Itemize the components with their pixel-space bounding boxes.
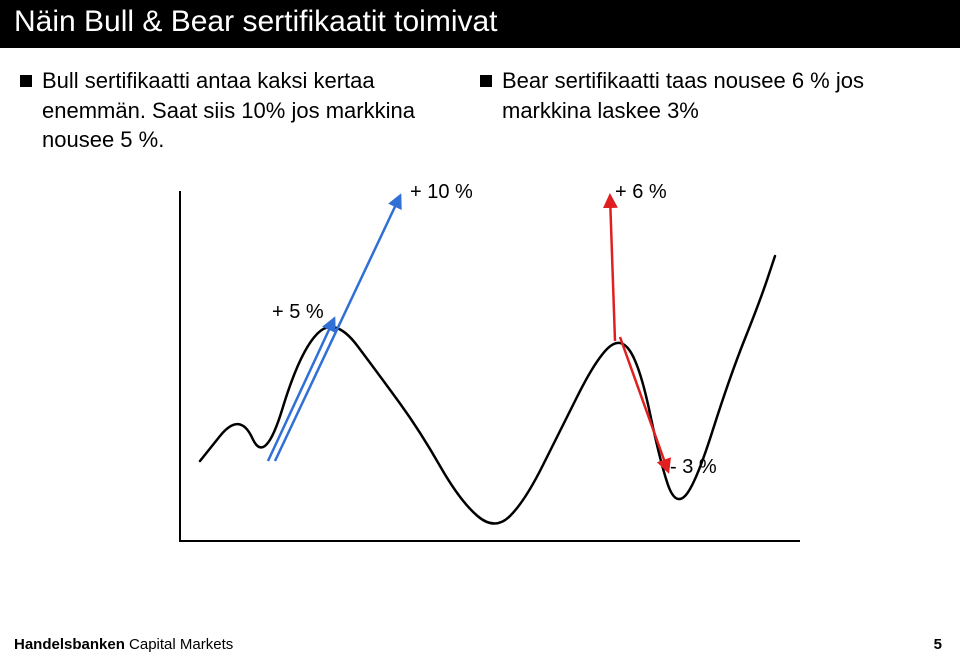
arrow-market_down_3 xyxy=(620,337,668,471)
slide-title: Näin Bull & Bear sertifikaatit toimivat xyxy=(14,5,498,38)
price-curve xyxy=(200,256,775,524)
right-column: Bear sertifikaatti taas nousee 6 % jos m… xyxy=(480,66,940,155)
page-number: 5 xyxy=(934,636,942,653)
footer-brand-bold: Handelsbanken xyxy=(14,636,125,653)
left-column: Bull sertifikaatti antaa kaksi kertaa en… xyxy=(20,66,480,155)
arrow-market_up_5 xyxy=(268,319,334,461)
bullet-row-left: Bull sertifikaatti antaa kaksi kertaa en… xyxy=(20,66,450,155)
footer-brand: Handelsbanken Capital Markets xyxy=(14,636,233,653)
slide-title-bar: Näin Bull & Bear sertifikaatit toimivat xyxy=(0,0,960,48)
chart-area: + 10 % + 6 % + 5 % - 3 % xyxy=(120,161,840,581)
footer-brand-light: Capital Markets xyxy=(125,636,233,653)
arrow-bear_up_6 xyxy=(610,196,615,341)
chart-label-plus10: + 10 % xyxy=(410,181,473,204)
square-bullet-icon xyxy=(20,75,32,87)
square-bullet-icon xyxy=(480,75,492,87)
bullet-text-left: Bull sertifikaatti antaa kaksi kertaa en… xyxy=(42,66,450,155)
arrow-bull_up_10 xyxy=(275,196,400,461)
bullet-columns: Bull sertifikaatti antaa kaksi kertaa en… xyxy=(0,48,960,155)
chart-label-minus3: - 3 % xyxy=(670,456,717,479)
bullet-row-right: Bear sertifikaatti taas nousee 6 % jos m… xyxy=(480,66,910,125)
chart-svg xyxy=(120,161,840,581)
chart-axes xyxy=(180,191,800,541)
chart-label-plus5: + 5 % xyxy=(272,301,324,324)
chart-label-plus6: + 6 % xyxy=(615,181,667,204)
bullet-text-right: Bear sertifikaatti taas nousee 6 % jos m… xyxy=(502,66,910,125)
